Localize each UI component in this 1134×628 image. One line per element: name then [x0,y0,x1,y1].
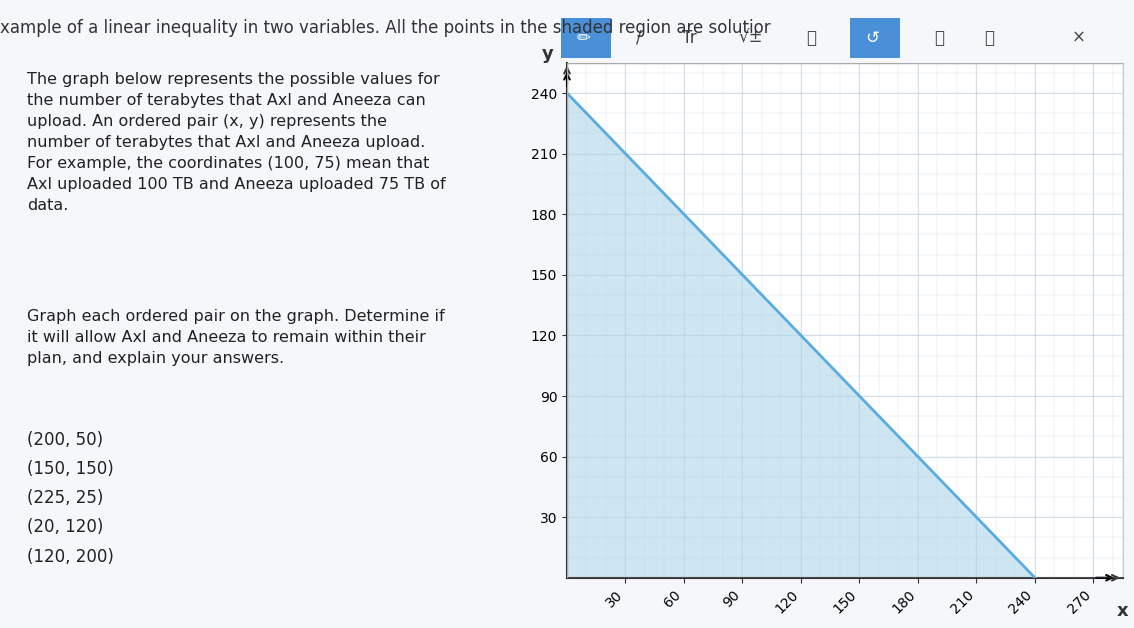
Bar [561,18,611,58]
Text: ⌒: ⌒ [934,29,945,46]
Bar [850,18,900,58]
Text: xample of a linear inequality in two variables. All the points in the shaded reg: xample of a linear inequality in two var… [0,19,771,37]
Text: ✏: ✏ [577,29,591,46]
Text: Tr: Tr [682,29,696,46]
Text: 🖊: 🖊 [806,29,816,46]
Polygon shape [567,93,1035,578]
Text: /: / [636,29,642,46]
Text: ↺: ↺ [865,29,880,46]
Text: (200, 50)
(150, 150)
(225, 25)
(20, 120)
(120, 200): (200, 50) (150, 150) (225, 25) (20, 120)… [27,431,115,566]
Text: x: x [1117,602,1128,620]
Text: y: y [542,45,553,63]
Text: The graph below represents the possible values for
the number of terabytes that : The graph below represents the possible … [27,72,446,213]
Text: Graph each ordered pair on the graph. Determine if
it will allow Axl and Aneeza : Graph each ordered pair on the graph. De… [27,309,445,366]
Text: √±: √± [738,29,763,46]
Text: ⌒: ⌒ [984,29,995,46]
Text: ×: × [1072,29,1085,46]
